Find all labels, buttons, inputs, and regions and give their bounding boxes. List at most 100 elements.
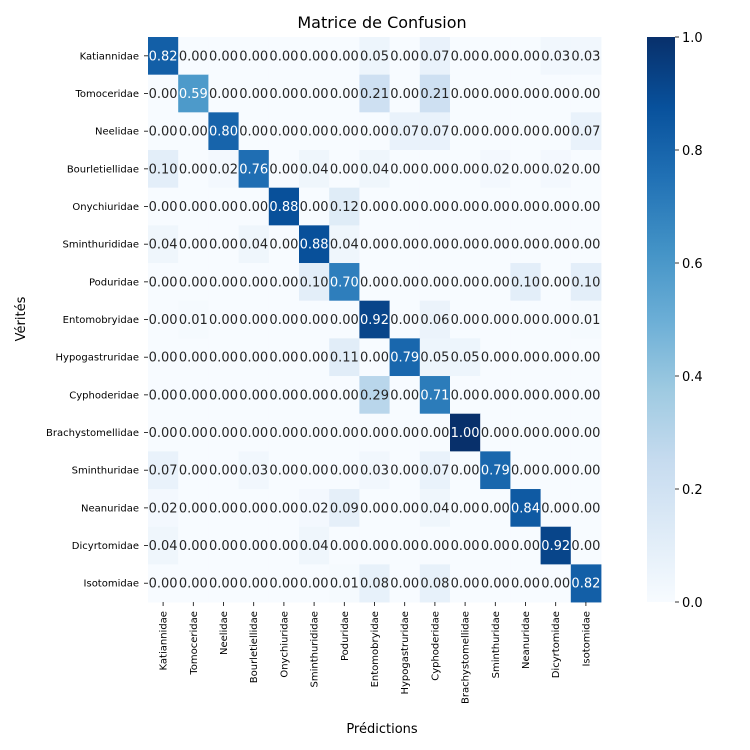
heatmap-cell (148, 112, 179, 151)
cell-value-label: 0.00 (179, 125, 208, 140)
heatmap-cell (208, 451, 239, 490)
cell-value-label: 0.04 (149, 539, 178, 554)
cell-value-label: 0.00 (360, 125, 389, 140)
cell-value-label: 0.00 (420, 200, 449, 215)
heatmap-cell (268, 112, 300, 151)
heatmap-cell (389, 376, 421, 415)
cell-value-label: 0.11 (330, 351, 359, 366)
cell-value-label: 0.00 (300, 388, 329, 403)
heatmap-cell (148, 526, 179, 565)
heatmap-cell (570, 187, 602, 226)
heatmap-cell (178, 150, 209, 189)
cell-value-label: 0.00 (300, 313, 329, 328)
heatmap-cell (570, 37, 602, 76)
cell-value-label: 0.92 (360, 313, 389, 328)
heatmap-cell (540, 225, 572, 264)
cell-value-label: 0.00 (451, 275, 480, 290)
heatmap-cell (570, 74, 602, 113)
cell-value-label: 0.00 (330, 464, 359, 479)
cell-value-label: 0.00 (511, 49, 540, 64)
heatmap-cell (359, 263, 390, 302)
heatmap-cell (450, 263, 481, 302)
cell-value-label: 0.00 (390, 275, 419, 290)
heatmap-cell (450, 300, 481, 339)
cell-value-label: 0.00 (269, 313, 298, 328)
cell-value-label: 0.00 (451, 464, 480, 479)
heatmap-cell (480, 338, 511, 377)
cell-value-label: 0.76 (239, 162, 268, 177)
heatmap-cell (419, 338, 451, 377)
cell-value-label: 0.07 (420, 464, 449, 479)
heatmap-cell (359, 150, 390, 189)
cell-value-label: 0.00 (269, 388, 298, 403)
cell-value-label: 0.21 (360, 87, 389, 102)
y-tick-label: Bourletiellidae (67, 164, 139, 175)
heatmap-cell (510, 263, 541, 302)
cell-value-label: 0.04 (300, 162, 329, 177)
heatmap-cell (268, 564, 300, 603)
cell-value-label: 0.00 (330, 426, 359, 441)
cell-value-label: 0.00 (179, 351, 208, 366)
cell-value-label: 0.00 (269, 125, 298, 140)
heatmap-cell (450, 376, 481, 415)
heatmap-cell (329, 37, 360, 76)
heatmap-cell (510, 526, 541, 565)
cell-value-label: 0.00 (571, 351, 600, 366)
heatmap-cell (480, 112, 511, 151)
cell-value-label: 0.00 (149, 577, 178, 592)
cell-value-label: 0.00 (420, 275, 449, 290)
cell-value-label: 0.03 (541, 49, 570, 64)
cell-value-label: 0.00 (541, 388, 570, 403)
x-tick-label: Neanuridae (521, 611, 532, 669)
cell-value-label: 0.07 (571, 125, 600, 140)
heatmap-cell (540, 338, 572, 377)
cell-value-label: 0.03 (571, 49, 600, 64)
cell-value-label: 0.00 (451, 125, 480, 140)
heatmap-cell (299, 263, 330, 302)
heatmap-cell (148, 564, 179, 603)
heatmap-cell (540, 150, 572, 189)
cell-value-label: 0.00 (481, 238, 510, 253)
heatmap-cell (450, 74, 481, 113)
cell-value-label: 0.02 (541, 162, 570, 177)
x-tick-label: Neelidae (219, 611, 230, 655)
y-axis-label: Vérités (14, 296, 29, 341)
cell-value-label: 0.00 (269, 275, 298, 290)
cell-value-label: 0.00 (179, 388, 208, 403)
x-axis-label: Prédictions (346, 722, 418, 737)
cell-value-label: 0.79 (390, 351, 419, 366)
heatmap-cell (389, 489, 421, 528)
cell-value-label: 0.00 (511, 162, 540, 177)
cell-value-label: 0.82 (149, 49, 178, 64)
heatmap-cell (540, 112, 572, 151)
cell-value-label: 0.00 (511, 539, 540, 554)
y-axis: Katiannidae Tomoceridae Neelidae Bourletiel… (46, 51, 148, 590)
cell-value-label: 0.00 (209, 388, 238, 403)
heatmap-cell (389, 187, 421, 226)
cell-value-label: 0.02 (300, 501, 329, 516)
cell-value-label: 0.00 (541, 426, 570, 441)
cell-value-label: 0.00 (481, 313, 510, 328)
heatmap-cell (510, 376, 541, 415)
heatmap-cell (510, 300, 541, 339)
heatmap-cell (419, 112, 451, 151)
heatmap-cell (540, 489, 572, 528)
heatmap-cell (540, 37, 572, 76)
cell-value-label: 0.79 (481, 464, 510, 479)
heatmap-cell (450, 413, 481, 452)
cell-value-label: 0.00 (330, 388, 359, 403)
heatmap-cell (299, 225, 330, 264)
y-tick-label: Katiannidae (80, 51, 139, 62)
heatmap-cell (389, 413, 421, 452)
heatmap-cell (178, 413, 209, 452)
cell-value-label: 0.00 (269, 351, 298, 366)
cell-value-label: 0.00 (541, 238, 570, 253)
heatmap-cell (450, 150, 481, 189)
heatmap-cell (480, 526, 511, 565)
y-tick-label: Hypogastruridae (56, 353, 139, 364)
heatmap-cell (450, 451, 481, 490)
cell-value-label: 0.00 (239, 388, 268, 403)
cell-value-label: 0.00 (300, 426, 329, 441)
cell-value-label: 0.00 (330, 125, 359, 140)
cell-value-label: 0.04 (360, 162, 389, 177)
